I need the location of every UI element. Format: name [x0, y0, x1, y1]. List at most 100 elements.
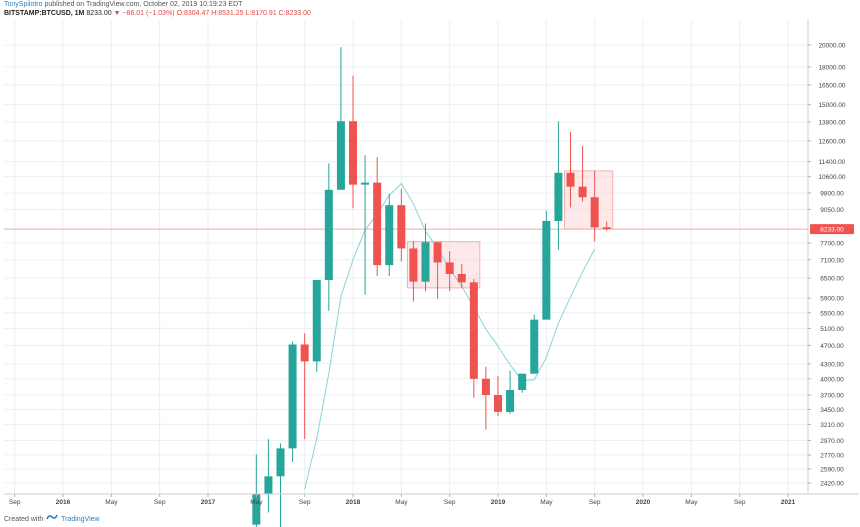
candle-body	[542, 221, 551, 320]
candle-body	[602, 227, 611, 230]
price-tick-label: 10600.00	[818, 174, 845, 181]
candle-body	[469, 282, 478, 379]
candle-body	[590, 197, 599, 228]
time-tick-label: Sep	[444, 499, 456, 506]
candle-down	[469, 279, 478, 398]
time-tick-label: Sep	[589, 499, 601, 506]
publish-line: TonySpilotro published on TradingView.co…	[4, 0, 804, 9]
price-tick-label: 3450.00	[820, 407, 844, 414]
price-tick-label: 18000.00	[818, 64, 845, 71]
candle-up	[324, 163, 333, 311]
candle-down	[445, 251, 454, 291]
candle-down	[433, 241, 442, 299]
author-link[interactable]: TonySpilotro	[4, 1, 43, 8]
time-tick-label: 2017	[201, 499, 216, 506]
price-tick-label: 6500.00	[820, 276, 844, 283]
candle-up	[421, 223, 430, 291]
candle-body	[385, 205, 394, 266]
price-tick-label: 2770.00	[820, 453, 844, 460]
candle-body	[324, 189, 333, 281]
time-tick-label: May	[540, 499, 553, 506]
price-tick-label: 4700.00	[820, 343, 844, 350]
candle-up	[336, 47, 345, 190]
last-price-tag-bg	[810, 224, 854, 235]
candle-up	[288, 341, 297, 462]
candle-body	[445, 262, 454, 274]
candle-up	[542, 210, 551, 320]
candle-body	[252, 493, 261, 525]
candle-up	[276, 443, 285, 527]
created-with-label: Created with	[4, 515, 44, 523]
candle-body	[276, 448, 285, 477]
candle-body	[349, 121, 357, 185]
candle-body	[566, 172, 575, 187]
price-tick-label: 15000.00	[818, 102, 845, 109]
candle-down	[349, 75, 357, 209]
time-tick-label: Sep	[734, 499, 746, 506]
candle-down	[602, 221, 611, 231]
symbol-line: BITSTAMP:BTCUSD, 1M 8233.00 ▼ −86.01 (−1…	[4, 9, 804, 18]
price-tick-label: 7700.00	[820, 240, 844, 247]
candle-up	[312, 279, 321, 372]
candle-up	[518, 373, 527, 393]
price-change: ▼ −86.01 (−1.03%)	[113, 10, 175, 17]
price-axis[interactable]: 20000.00 18000.00 16500.00 15000.00 13800.00…	[808, 42, 854, 488]
symbol-label: BITSTAMP:BTCUSD, 1M	[4, 10, 85, 17]
time-tick-label: May	[395, 499, 408, 506]
time-axis[interactable]: Sep 2016 May Sep 2017 May Sep 2018 May Sep 2019 May…	[9, 494, 796, 506]
candle-down	[481, 366, 490, 430]
candle-down	[578, 145, 587, 202]
price-tick-label: 7100.00	[820, 257, 844, 264]
candle-body	[433, 242, 442, 263]
candle-body	[409, 248, 418, 282]
candle-up	[252, 454, 261, 527]
price-tick-label: 4300.00	[820, 361, 844, 368]
candle-body	[312, 280, 321, 362]
price-tick-label: 4000.00	[820, 376, 844, 383]
candle-up	[506, 370, 515, 414]
price-tick-label: 13800.00	[818, 119, 845, 126]
candles-layer	[252, 47, 611, 527]
time-tick-label: Sep	[154, 499, 166, 506]
last-price-value: 8233.00	[86, 10, 112, 17]
candle-body	[457, 273, 466, 283]
time-tick-label: May	[685, 499, 698, 506]
candle-up	[361, 155, 370, 295]
candle-up	[530, 314, 539, 374]
time-tick-label: 2019	[491, 499, 506, 506]
candle-body	[578, 186, 587, 198]
candle-down	[373, 157, 382, 276]
candle-body	[481, 378, 490, 395]
price-tick-label: 12600.00	[818, 138, 845, 145]
price-tick-label: 11400.00	[819, 159, 846, 166]
time-tick-label: Sep	[299, 499, 311, 506]
price-tick-label: 2970.00	[820, 438, 844, 445]
tradingview-link[interactable]: TradingView	[61, 515, 100, 523]
candle-up	[385, 194, 394, 276]
candle-down	[409, 241, 418, 302]
candle-body	[518, 373, 527, 390]
ohlc-values: O:8304.47 H:8531.25 L:8170.91 C:8233.00	[176, 10, 311, 17]
candle-up	[554, 121, 563, 250]
candle-body	[373, 182, 382, 266]
price-tick-label: 16500.00	[818, 82, 845, 89]
candle-body	[300, 344, 309, 362]
time-tick-label: 2020	[636, 499, 651, 506]
price-tick-label: 2590.00	[820, 466, 844, 473]
candle-down	[457, 263, 466, 288]
candle-body	[361, 182, 370, 185]
candle-down	[300, 333, 309, 440]
price-tick-label: 3700.00	[820, 392, 844, 399]
time-tick-label: 2016	[56, 499, 71, 506]
price-tick-label: 5900.00	[820, 296, 844, 303]
range-highlight-box	[406, 241, 481, 289]
candle-body	[494, 394, 502, 412]
price-tick-label: 9050.00	[820, 207, 844, 214]
candle-down	[397, 188, 406, 262]
candle-body	[506, 389, 515, 412]
candle-body	[336, 121, 345, 190]
price-tick-label: 20000.00	[818, 42, 845, 49]
candle-down	[494, 375, 502, 417]
tradingview-logo-icon	[46, 513, 58, 525]
